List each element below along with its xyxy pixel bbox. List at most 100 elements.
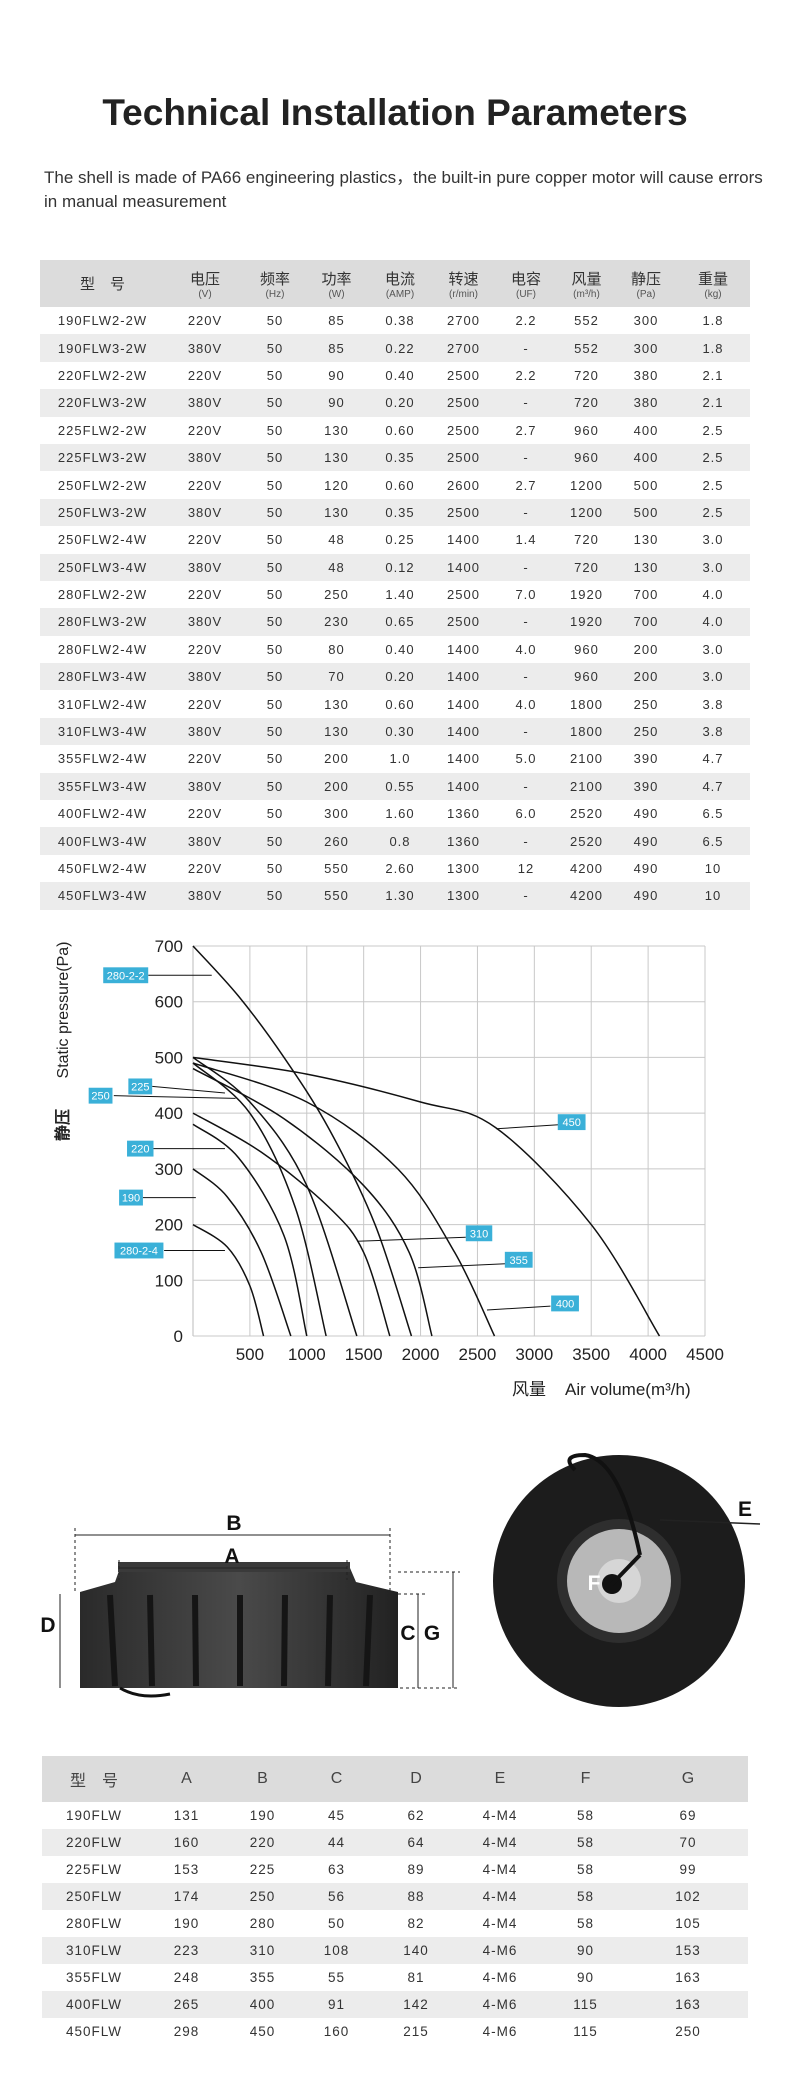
table-row: 355FLW2-4W 220V 50 200 1.0 1400 5.0 2100 390 4.7 (40, 745, 750, 772)
table-cell: 1400 (447, 532, 480, 548)
table-cell: 50 (266, 861, 284, 876)
header-cell: 转速 (r/min) (432, 260, 495, 307)
header-cell: 电容 (UF) (495, 260, 557, 307)
table-cell: 4-M4 (457, 1883, 543, 1910)
curve (192, 1056, 661, 1337)
table-cell: 1400 (432, 553, 495, 581)
header-cell: 型 号 (40, 260, 165, 307)
table-cell: 490 (633, 861, 659, 876)
table-row: 225FLW2-2W 220V 50 130 0.60 2500 2.7 960 400 2.5 (40, 417, 750, 444)
curve (192, 1062, 327, 1337)
header-cell: A (146, 1756, 227, 1802)
table-cell: - (495, 663, 557, 691)
table-cell: 400FLW2-4W (57, 806, 148, 822)
table-cell: 4-M6 (457, 1937, 543, 1964)
table-cell: 0.38 (385, 313, 415, 329)
table-cell: 1800 (570, 696, 603, 712)
header-name: 功率 (321, 270, 352, 288)
table-cell: 50 (266, 587, 284, 603)
table-cell: 310 (227, 1937, 298, 1964)
leader-line (496, 1124, 559, 1130)
table-cell: 50 (245, 334, 305, 362)
header-cell: C (298, 1756, 375, 1802)
table-cell: 220V (187, 422, 223, 438)
table-row: 190FLW 131 190 45 62 4-M4 58 69 (42, 1802, 748, 1829)
table-cell: 2.1 (702, 367, 724, 383)
table-cell: 130 (305, 443, 368, 472)
header-cell: 重量 (kg) (676, 260, 750, 307)
table-cell: - (495, 882, 557, 910)
table-cell: 552 (574, 313, 599, 329)
curve (192, 1112, 391, 1337)
table-row: 225FLW3-2W 380V 50 130 0.35 2500-960 400 2.5 (40, 443, 750, 472)
table-cell: 2.5 (702, 422, 724, 438)
header-name: 型 号 (79, 276, 125, 293)
table-cell: 450FLW (65, 2024, 123, 2039)
table-cell: 190FLW2-2W (57, 313, 148, 329)
x-axis-label-cn: 风量 (512, 1380, 546, 1399)
table-cell: 450FLW3-4W (40, 882, 165, 910)
table-cell: 250FLW2-2W (57, 477, 148, 493)
table-cell: 2600 (447, 477, 480, 493)
table-cell: 153 (173, 1862, 200, 1877)
table-cell: 380V (165, 882, 245, 910)
table-cell: 250FLW3-2W (40, 498, 165, 527)
table-cell: 0.20 (368, 663, 432, 691)
curve (192, 1223, 265, 1337)
table-cell: 220V (187, 587, 223, 603)
leader-line (486, 1305, 551, 1311)
table-cell: 2.60 (385, 861, 415, 876)
table-cell: 163 (675, 1970, 701, 1985)
table-row: 225FLW 153 225 63 89 4-M4 58 99 (42, 1856, 748, 1883)
dimension-letter: C (400, 1622, 415, 1645)
table-cell: 260 (305, 827, 368, 855)
table-cell: 1.8 (676, 334, 750, 362)
header-unit: (kg) (704, 288, 722, 300)
table-cell: 90 (305, 389, 368, 417)
table-cell: 250 (616, 717, 676, 746)
x-tick-label: 4500 (686, 1345, 724, 1364)
table-cell: 63 (327, 1862, 346, 1877)
table-cell: 50 (245, 498, 305, 527)
table-cell: 1300 (447, 861, 480, 876)
table-row: 250FLW3-4W 380V 50 48 0.12 1400-720 130 3.0 (40, 553, 750, 581)
table-cell: 2.2 (515, 313, 537, 329)
curve-label-box (119, 1189, 143, 1206)
table-cell: 140 (375, 1937, 457, 1964)
table-row: 450FLW 298 450 160 215 4-M6 115 250 (42, 2018, 748, 2045)
table-cell: 220 (227, 1829, 298, 1856)
table-cell: 265 (146, 1991, 227, 2018)
table-cell: 355FLW (65, 1970, 123, 1985)
table-cell: 380V (165, 443, 245, 472)
table-row: 280FLW3-4W 380V 50 70 0.20 1400-960 200 3.0 (40, 663, 750, 691)
table-cell: 4.0 (515, 696, 537, 712)
table-cell: 4200 (570, 861, 603, 876)
table-cell: 50 (327, 1916, 346, 1931)
table-cell: 70 (628, 1829, 748, 1856)
table-cell: 4-M4 (482, 1916, 518, 1931)
header-name: 电流 (384, 270, 415, 288)
curve-label: 355 (510, 1255, 528, 1267)
table-cell: 4-M6 (457, 1991, 543, 2018)
table-cell: 1200 (570, 477, 603, 493)
table-cell: 200 (305, 772, 368, 801)
header-cell: 功率 (W) (305, 260, 368, 307)
table-cell: 0.60 (385, 477, 415, 493)
table-cell: 200 (633, 641, 659, 657)
table-cell: 220V (187, 696, 223, 712)
table-cell: 250 (675, 2024, 701, 2039)
table-cell: 960 (557, 663, 616, 691)
table-cell: 2500 (432, 608, 495, 636)
curve-label: 280-2-4 (120, 1246, 158, 1258)
table-cell: 50 (245, 389, 305, 417)
table-cell: 1800 (557, 717, 616, 746)
table-cell: 225FLW2-2W (57, 422, 148, 438)
table-cell: 250FLW3-4W (40, 553, 165, 581)
table-cell: 450 (249, 2024, 276, 2039)
table-row: 220FLW2-2W 220V 50 90 0.40 2500 2.2 720 380 2.1 (40, 362, 750, 389)
table-cell: 58 (543, 1829, 628, 1856)
table-row: 280FLW 190 280 50 82 4-M4 58 105 (42, 1910, 748, 1937)
table-cell: 4.7 (702, 751, 724, 767)
leader-line (152, 1085, 226, 1094)
